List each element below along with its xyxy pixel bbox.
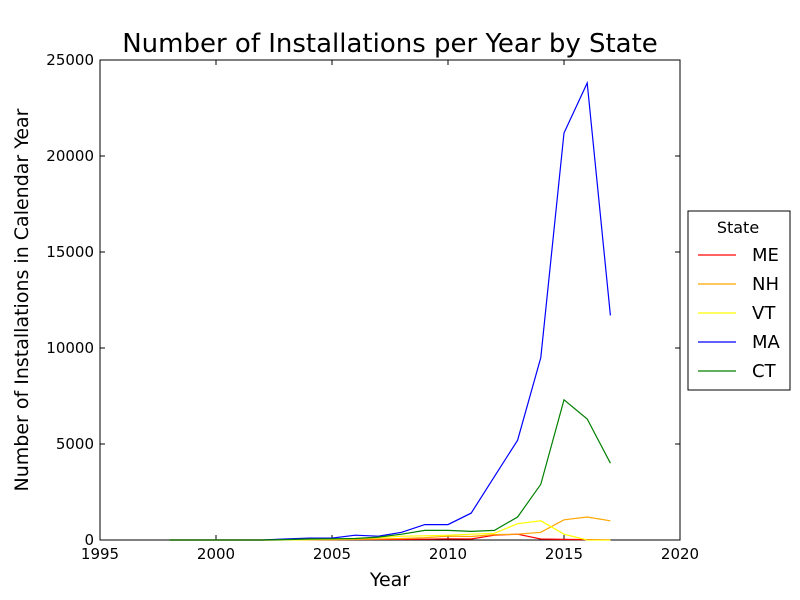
legend-label-me: ME: [752, 245, 779, 266]
legend-title: State: [717, 218, 759, 237]
x-axis-label: Year: [369, 569, 410, 591]
y-tick-label: 0: [84, 531, 94, 549]
plot-area: [99, 59, 681, 541]
legend: State ME NH VT MA CT: [687, 210, 791, 391]
legend-entries: ME NH VT MA CT: [698, 245, 781, 382]
series-line-ct: [169, 398, 611, 541]
y-tick-label: 25000: [46, 51, 94, 69]
x-tick-label: 2015: [545, 545, 583, 563]
x-tick-label: 2020: [661, 545, 699, 563]
x-tick-label: 1995: [81, 545, 119, 563]
x-tick-label: 2000: [197, 545, 235, 563]
legend-label-ma: MA: [752, 332, 781, 353]
y-axis: 0 5000 10000 15000 20000 25000: [46, 51, 680, 549]
y-tick-label: 5000: [56, 435, 94, 453]
series-lines: [169, 80, 611, 541]
y-axis-label: Number of Installations in Calendar Year: [11, 108, 33, 491]
x-axis: 1995 2000 2005 2010 2015 2020: [81, 60, 699, 563]
legend-box: [687, 210, 791, 391]
legend-label-nh: NH: [752, 274, 779, 295]
plot-frame: [99, 59, 681, 541]
x-tick-label: 2005: [313, 545, 351, 563]
y-tick-label: 15000: [46, 243, 94, 261]
legend-label-vt: VT: [752, 303, 776, 324]
y-tick-label: 10000: [46, 339, 94, 357]
x-tick-label: 2010: [429, 545, 467, 563]
chart-title: Number of Installations per Year by Stat…: [122, 29, 658, 59]
legend-label-ct: CT: [752, 361, 777, 382]
y-tick-label: 20000: [46, 147, 94, 165]
